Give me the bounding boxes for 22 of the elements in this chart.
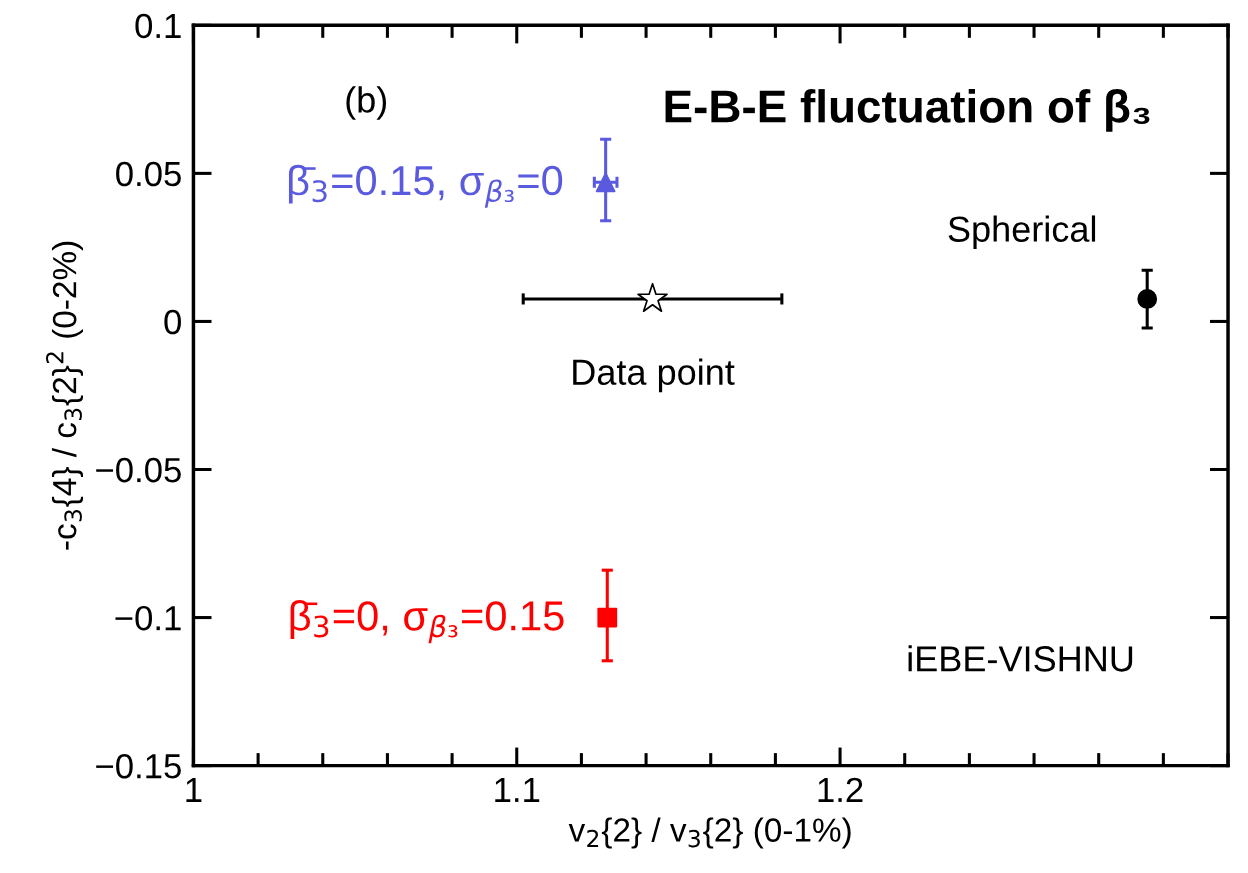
x-axis-title: v$_{2}${2} / v$_{3}${2} (0-1%) (568, 817, 851, 849)
annotation: iEBE-VISHNU (908, 645, 1133, 672)
y-tick-label: −0.1 (115, 605, 181, 631)
y-tick-label: 0.05 (116, 161, 181, 187)
x-tick-label: 1.1 (495, 778, 540, 802)
annotation: Spherical (948, 215, 1096, 250)
annotation: β̄$_{3}$=0, σ$_{β₃}$=0.15 (290, 600, 564, 644)
point (595, 172, 616, 193)
point (637, 282, 668, 313)
x-tick-label: 1 (186, 778, 202, 802)
y-axis-title: -c$_{3}${4} / c$_{3}${2}$^{2}$ (0-2%) (46, 241, 84, 550)
point (597, 607, 618, 628)
y-tick-label: 0.1 (135, 13, 181, 39)
point (1137, 289, 1158, 309)
x-tick-label: 1.2 (818, 777, 863, 802)
text: E-B-E fluctuation of β₃ (665, 89, 1150, 132)
y-tick-label: −0.05 (96, 457, 181, 483)
annotation: (b) (346, 86, 387, 120)
y-tick-label: −0.15 (96, 753, 181, 779)
annotation: β̄$_{3}$=0.15, σ$_{β₃}$=0 (288, 164, 563, 208)
annotation: Data point (573, 358, 735, 393)
y-tick-label: 0 (164, 309, 181, 335)
